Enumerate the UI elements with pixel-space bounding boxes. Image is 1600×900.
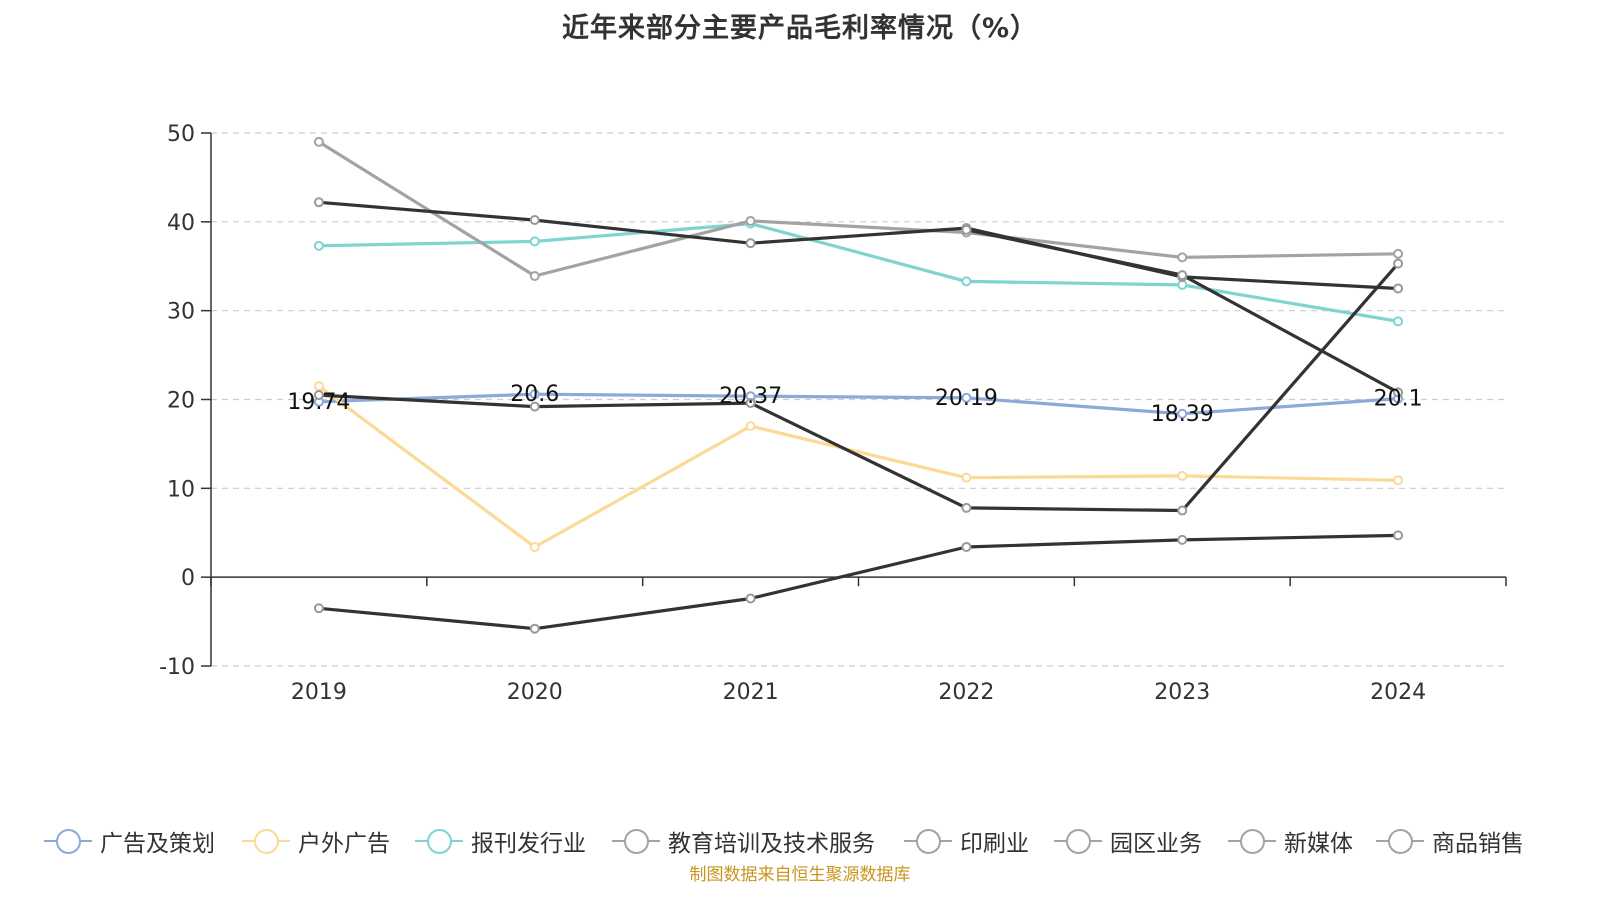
legend-marker-icon — [44, 826, 92, 856]
data-point — [313, 240, 324, 251]
series-line-3 — [318, 140, 1399, 278]
series-line-2 — [318, 222, 1399, 323]
data-point — [1393, 530, 1404, 541]
data-label: 19.74 — [287, 390, 350, 415]
data-point — [961, 276, 972, 287]
data-point — [1393, 387, 1404, 398]
data-point — [529, 236, 540, 247]
line-chart: -10 0 10 20 30 40 50 2019 2020 2021 2022 2023 2024 1… — [159, 122, 1507, 705]
series-line-7 — [318, 533, 1399, 631]
legend-item-1[interactable]: 户外广告 — [242, 823, 390, 859]
data-label: 20.19 — [935, 386, 998, 411]
data-point — [313, 390, 324, 401]
x-tick-label: 2019 — [291, 680, 347, 705]
legend: 广告及策划 户外广告 报刊发行业 教育培训及技术服务 印刷业 园区业务 新媒体 … — [0, 823, 1600, 859]
data-point — [1177, 505, 1188, 516]
data-point — [1393, 248, 1404, 259]
data-label: 20.37 — [719, 384, 782, 409]
legend-label: 印刷业 — [960, 831, 1029, 857]
data-point — [961, 502, 972, 513]
data-point — [313, 136, 324, 147]
legend-label: 新媒体 — [1284, 831, 1353, 857]
legend-label: 园区业务 — [1110, 831, 1202, 857]
x-tick-label: 2024 — [1370, 680, 1426, 705]
data-point — [1393, 258, 1404, 269]
axes: -10 0 10 20 30 40 50 2019 2020 2021 2022 2023 2024 — [159, 122, 1507, 705]
legend-marker-icon — [612, 826, 660, 856]
data-point — [1177, 470, 1188, 481]
legend-marker-icon — [1054, 826, 1102, 856]
legend-item-0[interactable]: 广告及策划 — [44, 823, 215, 859]
y-tick-label: 40 — [167, 211, 195, 236]
data-point — [529, 541, 540, 552]
data-point — [1393, 475, 1404, 486]
data-point — [313, 603, 324, 614]
x-tick-label: 2021 — [723, 680, 779, 705]
data-point — [529, 401, 540, 412]
data-point — [1393, 283, 1404, 294]
data-point — [961, 392, 972, 403]
x-tick-label: 2020 — [507, 680, 563, 705]
data-point — [529, 389, 540, 400]
legend-marker-icon — [904, 826, 952, 856]
data-label: 18.39 — [1151, 402, 1214, 427]
y-tick-label: 30 — [167, 300, 195, 325]
legend-marker-icon — [415, 826, 463, 856]
data-point — [1177, 408, 1188, 419]
x-tick-label: 2023 — [1154, 680, 1210, 705]
series-line-5 — [318, 262, 1400, 513]
y-tick-label: 0 — [181, 566, 195, 591]
data-point — [1177, 279, 1188, 290]
legend-label: 广告及策划 — [100, 831, 215, 857]
data-point — [961, 541, 972, 552]
data-point — [1177, 252, 1188, 263]
series-line-1 — [317, 384, 1399, 549]
legend-item-5[interactable]: 园区业务 — [1054, 823, 1202, 859]
legend-item-3[interactable]: 教育培训及技术服务 — [612, 823, 875, 859]
data-label: 20.1 — [1374, 387, 1423, 412]
data-point — [745, 398, 756, 409]
legend-label: 商品销售 — [1432, 831, 1524, 857]
data-point — [1177, 270, 1188, 281]
data-labels: 19.74 20.6 20.37 20.19 18.39 20.1 — [287, 382, 1422, 427]
legend-item-4[interactable]: 印刷业 — [904, 823, 1029, 859]
data-point — [529, 215, 540, 226]
chart-title: 近年来部分主要产品毛利率情况（%） — [561, 13, 1039, 44]
series-lines — [317, 140, 1400, 631]
legend-item-2[interactable]: 报刊发行业 — [415, 823, 586, 859]
legend-item-6[interactable]: 新媒体 — [1228, 823, 1353, 859]
source-note: 制图数据来自恒生聚源数据库 — [689, 865, 911, 885]
data-point — [1177, 534, 1188, 545]
y-tick-label: 50 — [167, 122, 195, 147]
data-point — [313, 197, 324, 208]
series-line-4 — [318, 200, 1399, 291]
legend-label: 报刊发行业 — [471, 831, 586, 857]
legend-marker-icon — [242, 826, 290, 856]
data-point — [529, 623, 540, 634]
data-point — [529, 271, 540, 282]
data-point — [745, 215, 756, 226]
data-label: 20.6 — [510, 382, 559, 407]
legend-item-7[interactable]: 商品销售 — [1376, 823, 1524, 859]
data-point — [961, 472, 972, 483]
data-point — [745, 593, 756, 604]
legend-marker-icon — [1376, 826, 1424, 856]
data-point — [745, 421, 756, 432]
x-tick-label: 2022 — [938, 680, 994, 705]
legend-marker-icon — [1228, 826, 1276, 856]
y-tick-label: 10 — [167, 477, 195, 502]
series-points — [313, 136, 1404, 634]
data-point — [1393, 316, 1404, 327]
y-tick-label: -10 — [159, 655, 195, 680]
grid-lines — [211, 132, 1506, 667]
data-point — [961, 224, 972, 235]
series-line-0 — [318, 392, 1399, 416]
y-tick-label: 20 — [167, 389, 195, 414]
legend-label: 户外广告 — [298, 831, 390, 857]
legend-label: 教育培训及技术服务 — [668, 831, 875, 857]
data-point — [745, 238, 756, 249]
